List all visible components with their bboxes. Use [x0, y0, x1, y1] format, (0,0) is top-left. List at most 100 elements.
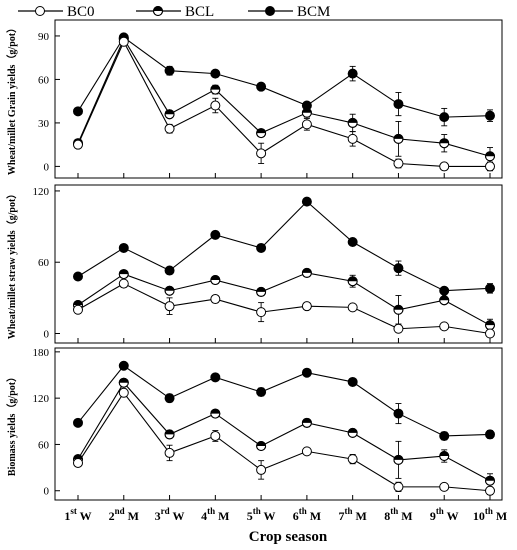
data-point	[393, 133, 404, 144]
data-point	[393, 263, 404, 274]
data-point	[485, 328, 495, 339]
panel-1: 0 30 60 90 Wheat/millet Grain yields（g/pot）	[5, 19, 503, 179]
y-tick-label: 0	[44, 161, 50, 173]
data-point	[301, 301, 312, 312]
series-bcl	[73, 267, 495, 332]
series-bcm	[73, 360, 495, 441]
data-point	[256, 81, 267, 92]
data-point	[73, 457, 83, 468]
series-line	[77, 381, 491, 482]
data-point	[164, 301, 175, 312]
data-point	[210, 100, 221, 111]
legend-entry-bcl: BCL	[136, 4, 214, 20]
data-point	[301, 367, 312, 378]
data-point	[210, 229, 221, 240]
data-point	[164, 429, 175, 440]
x-category-label: 7th M	[338, 506, 366, 523]
data-point	[347, 376, 358, 387]
series-line	[77, 37, 491, 157]
data-point	[256, 307, 267, 318]
data-point	[485, 485, 495, 496]
data-point	[439, 481, 450, 492]
y-tick-label: 120	[33, 393, 50, 405]
data-point	[439, 138, 450, 149]
series-bcm	[73, 32, 495, 127]
data-point	[164, 265, 175, 276]
data-point	[393, 99, 404, 110]
data-point	[439, 112, 450, 123]
data-point	[439, 161, 450, 172]
data-point	[347, 68, 358, 79]
x-category-label: 4th M	[201, 506, 229, 523]
data-point	[210, 84, 221, 95]
x-category-labels: 1st W 2nd M 3rd W 4th M 5th W 6th M 7th M 8th M…	[64, 506, 507, 523]
data-point	[256, 148, 267, 159]
series-bcm	[73, 196, 495, 296]
data-point	[73, 271, 83, 282]
data-point	[393, 323, 404, 334]
data-point	[347, 454, 358, 465]
data-point	[256, 464, 267, 475]
data-point	[210, 430, 221, 441]
x-category-label: 2nd M	[109, 506, 139, 523]
data-point	[164, 123, 175, 134]
series-line	[77, 272, 491, 326]
plot-frame	[54, 184, 503, 344]
legend-entry-bcm: BCM	[248, 4, 330, 20]
series-line	[77, 40, 490, 167]
data-point	[73, 417, 83, 428]
data-point	[210, 68, 221, 79]
x-category-label: 8th M	[384, 506, 412, 523]
data-point	[347, 237, 358, 248]
legend: BC0 BCL BCM	[18, 4, 330, 20]
data-point	[118, 360, 129, 371]
x-category-label: 5th W	[247, 506, 276, 523]
series-bc0	[73, 387, 495, 496]
series-bc0	[73, 278, 495, 339]
legend-label: BCM	[297, 4, 330, 20]
data-point	[301, 119, 312, 130]
data-point	[393, 408, 404, 419]
x-category-label: 10th M	[473, 506, 507, 523]
data-point	[301, 107, 312, 118]
data-point	[210, 372, 221, 383]
y-tick-label: 90	[38, 31, 50, 43]
series-bcl	[73, 33, 495, 166]
x-axis-label: Crop season	[249, 529, 328, 545]
data-point	[393, 481, 404, 492]
series-line	[77, 36, 491, 118]
data-point	[73, 139, 83, 150]
legend-label: BC0	[67, 4, 95, 20]
series-bc0	[73, 36, 495, 172]
data-point	[210, 294, 221, 305]
data-point	[347, 276, 358, 287]
x-category-label: 1st W	[64, 506, 91, 523]
data-point	[301, 417, 312, 428]
data-point	[485, 161, 495, 172]
series-line	[77, 200, 491, 292]
data-point	[256, 286, 267, 297]
data-point	[118, 36, 129, 47]
legend-marker-half	[153, 6, 163, 16]
x-category-label: 9th W	[430, 506, 459, 523]
series-line	[77, 364, 491, 437]
data-point	[393, 158, 404, 169]
x-category-label: 3rd W	[155, 506, 185, 523]
data-point	[301, 267, 312, 278]
y-tick-label: 30	[38, 118, 50, 130]
plot-frame	[54, 347, 503, 501]
data-point	[347, 427, 358, 438]
data-point	[485, 151, 495, 162]
data-point	[485, 110, 495, 121]
data-point	[347, 117, 358, 128]
data-point	[256, 440, 267, 451]
data-point	[439, 321, 450, 332]
data-point	[118, 377, 129, 388]
data-point	[439, 451, 450, 462]
data-point	[118, 269, 129, 280]
panel-3: 0 60 120 180 Biomass yields（g/pot）	[5, 347, 503, 501]
data-point	[118, 242, 129, 253]
panel-2: 0 60 120 Wheat/millet straw yields（g/pot）	[5, 184, 503, 344]
y-tick-label: 0	[44, 328, 50, 340]
data-point	[439, 295, 450, 306]
